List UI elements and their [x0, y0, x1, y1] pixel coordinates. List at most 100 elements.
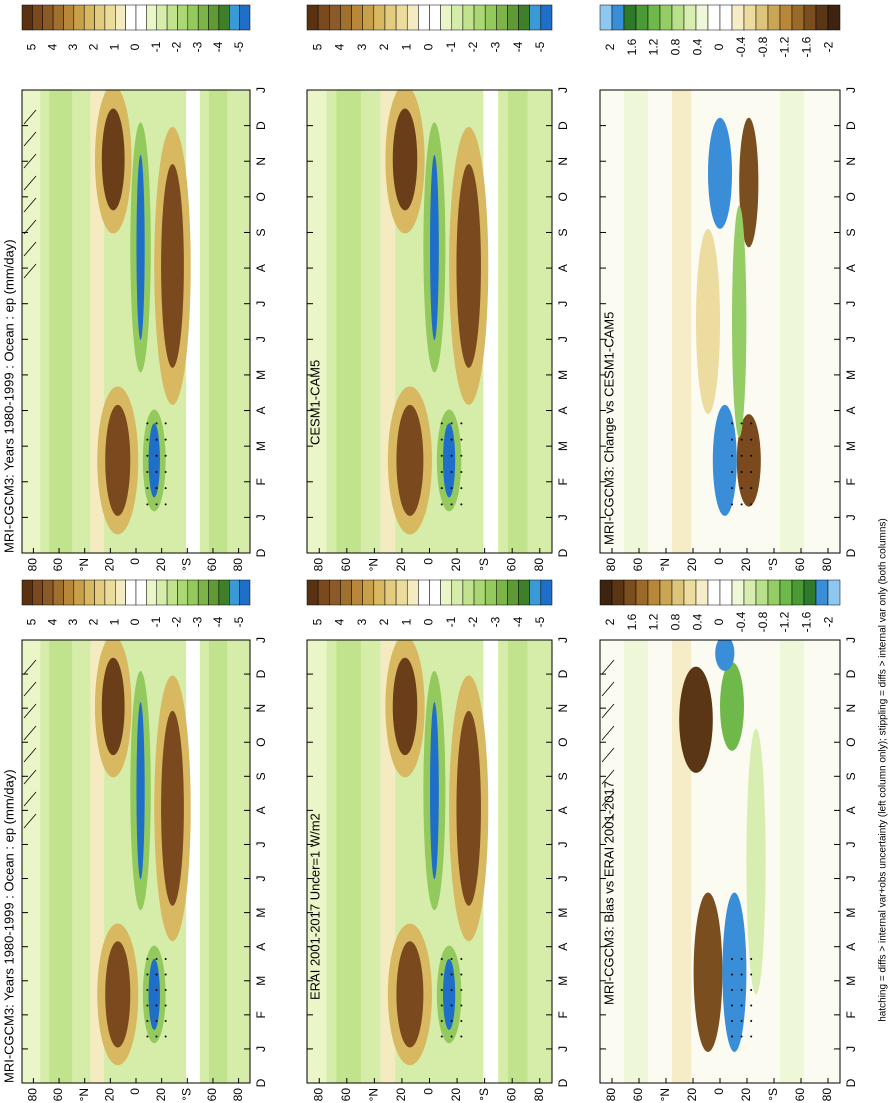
lat-label: °N	[658, 558, 672, 571]
month-label: J	[254, 301, 268, 307]
colorbar-box	[395, 4, 408, 31]
colorbar-label: -5	[232, 616, 246, 627]
hatch	[23, 175, 37, 191]
colorbar-box	[440, 4, 453, 31]
colorbar-label: 3	[66, 618, 80, 625]
stipple	[460, 957, 463, 960]
colorbar-box	[779, 4, 793, 31]
colorbar-label: 1.6	[625, 38, 639, 55]
colorbar-box	[317, 579, 330, 606]
lat-label: °N	[77, 1088, 91, 1101]
month-label: D	[844, 669, 858, 678]
lat-label: °N	[367, 1088, 381, 1101]
colorbar-label: -1.2	[778, 611, 792, 632]
colorbar-box	[406, 4, 419, 31]
field-blob	[746, 728, 766, 995]
footnote: hatching = diffs > internal var+obs unce…	[878, 518, 889, 1022]
colorbar-box	[73, 4, 85, 31]
stipple	[155, 1035, 158, 1038]
colorbar-box	[683, 4, 697, 31]
stipple	[450, 454, 453, 457]
month-label: A	[254, 407, 268, 415]
colorbar-box	[803, 579, 817, 606]
lat-label: 80	[820, 1088, 834, 1102]
colorbar-box	[156, 579, 168, 606]
field	[307, 640, 552, 1083]
colorbar-box	[707, 579, 721, 606]
field-stripe	[186, 640, 200, 1083]
stipple	[164, 470, 167, 473]
lat-label: 20	[685, 1088, 699, 1102]
stipple	[440, 1035, 443, 1038]
colorbar-box	[755, 579, 769, 606]
colorbar-label: -3	[488, 41, 502, 52]
stipple	[146, 1019, 149, 1022]
colorbar-box	[484, 4, 497, 31]
colorbar-box	[166, 4, 178, 31]
lat-label: 60	[205, 1088, 219, 1102]
field-stripe	[22, 640, 41, 1083]
colorbar-label: -2	[821, 41, 835, 52]
colorbar-label: 0.4	[690, 613, 704, 630]
colorbar-box	[146, 579, 157, 606]
lat-label: °S	[179, 1088, 193, 1101]
hatch	[23, 769, 37, 785]
field-blob	[456, 710, 481, 906]
lat-label: 20	[449, 1088, 463, 1102]
lat-label: °N	[367, 558, 381, 571]
colorbar-box	[83, 579, 95, 606]
stipple	[440, 1004, 443, 1007]
stipple	[750, 957, 753, 960]
colorbar-box	[418, 579, 430, 606]
stipple	[155, 487, 158, 490]
lat-label: 60	[793, 558, 807, 572]
month-label: J	[254, 841, 268, 847]
lat-label: 20	[394, 1088, 408, 1102]
lat-label: 60	[205, 558, 219, 572]
lat-label: 20	[103, 558, 117, 572]
field-blob	[693, 892, 723, 1052]
colorbar-label: -2	[466, 41, 480, 52]
lat-label: 60	[51, 558, 65, 572]
colorbar-label: 1	[107, 43, 121, 50]
month-label: F	[254, 1011, 268, 1018]
field	[307, 90, 552, 553]
month-label: D	[254, 121, 268, 130]
month-label: M	[556, 441, 570, 451]
stipple	[731, 422, 733, 425]
colorbar-label: -1.6	[799, 36, 813, 57]
month-label: J	[844, 1046, 858, 1052]
panel-title: MRI-CGCM3: Years 1980-1999 : Ocean : ep …	[1, 769, 16, 1083]
month-label: M	[254, 370, 268, 380]
stipple	[731, 454, 733, 457]
lat-label: 20	[103, 1088, 117, 1102]
field-stripe	[780, 90, 804, 553]
colorbar-label: -2	[170, 41, 184, 52]
colorbar-box	[743, 4, 757, 31]
lat-label: 80	[231, 558, 245, 572]
field-stripe	[336, 90, 361, 553]
field-blob	[161, 710, 184, 906]
colorbar-box	[623, 4, 637, 31]
colorbar-box	[429, 579, 441, 606]
hatch	[23, 109, 37, 125]
colorbar-box	[695, 4, 709, 31]
stipple	[460, 454, 463, 457]
colorbar-box	[362, 4, 375, 31]
colorbar-label: -5	[533, 41, 547, 52]
colorbar-label: 5	[310, 618, 324, 625]
stipple	[750, 1004, 753, 1007]
colorbar-box	[659, 4, 673, 31]
month-label: S	[844, 772, 858, 780]
colorbar-box	[83, 4, 95, 31]
month-label: F	[844, 478, 858, 485]
colorbar-box	[815, 4, 829, 31]
colorbar-box	[373, 579, 386, 606]
hatch	[23, 153, 37, 169]
colorbar-box	[146, 4, 157, 31]
colorbar-box	[187, 579, 199, 606]
lat-label: °S	[477, 1088, 491, 1101]
hatch	[23, 791, 37, 807]
colorbar-label: 4	[333, 43, 347, 50]
lat-label: 60	[631, 1088, 645, 1102]
